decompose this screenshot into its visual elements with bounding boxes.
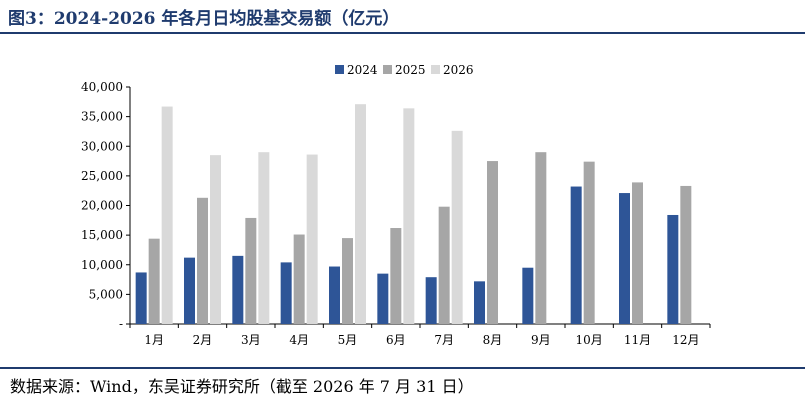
y-tick-label: 35,000	[81, 110, 123, 124]
bar-2025-10月	[583, 161, 595, 324]
x-tick-label: 3月	[241, 333, 261, 347]
x-tick-label: 8月	[483, 333, 503, 347]
bar-2024-11月	[619, 193, 630, 324]
bar-2024-1月	[135, 272, 147, 324]
y-tick-label: 5,000	[89, 287, 123, 301]
bar-2025-11月	[632, 182, 643, 324]
x-tick-label: 5月	[338, 333, 358, 347]
bar-2025-9月	[535, 152, 547, 324]
x-tick-label: 1月	[144, 333, 164, 347]
legend-swatch-2026	[431, 65, 440, 74]
bar-2025-4月	[293, 234, 305, 324]
bar-2025-6月	[390, 228, 402, 324]
bar-2024-4月	[280, 262, 292, 324]
x-tick-label: 12月	[672, 333, 699, 347]
legend-label-2025: 2025	[395, 63, 426, 77]
bar-2026-3月	[258, 152, 270, 324]
legend-label-2024: 2024	[347, 63, 378, 77]
bar-2024-2月	[184, 257, 195, 324]
bar-2025-1月	[148, 238, 160, 324]
y-tick-label: 40,000	[81, 80, 123, 94]
figure-title: 图3：2024-2026 年各月日均股基交易额（亿元）	[8, 9, 400, 29]
bar-2024-12月	[667, 214, 679, 324]
bar-2024-10月	[570, 186, 582, 324]
bar-2026-6月	[403, 108, 415, 324]
bar-2024-8月	[474, 281, 485, 324]
bar-2026-5月	[355, 104, 366, 325]
y-tick-label: 25,000	[81, 169, 123, 183]
x-tick-label: 9月	[531, 333, 551, 347]
bar-2025-12月	[680, 185, 692, 324]
bar-2025-2月	[197, 197, 208, 324]
x-tick-label: 11月	[624, 333, 651, 347]
legend-label-2026: 2026	[443, 63, 474, 77]
bar-2024-6月	[377, 273, 389, 324]
bar-2025-8月	[487, 161, 498, 324]
bar-2024-7月	[425, 277, 437, 324]
bar-2025-5月	[342, 238, 353, 324]
y-tick-label: -	[119, 317, 123, 331]
bar-2026-2月	[210, 155, 221, 324]
x-tick-label: 2月	[193, 333, 213, 347]
x-tick-label: 7月	[434, 333, 454, 347]
x-tick-label: 4月	[289, 333, 309, 347]
bar-2026-7月	[451, 130, 463, 324]
bar-2024-9月	[522, 267, 534, 324]
y-tick-label: 10,000	[81, 258, 123, 272]
y-tick-label: 20,000	[81, 199, 123, 213]
bar-2026-1月	[161, 106, 173, 325]
y-tick-label: 30,000	[81, 139, 123, 153]
bar-2025-3月	[245, 217, 257, 324]
bar-2024-3月	[232, 255, 244, 324]
footer-divider	[0, 367, 805, 369]
source-note: 数据来源：Wind，东吴证券研究所（截至 2026 年 7 月 31 日）	[10, 377, 474, 396]
y-tick-label: 15,000	[81, 228, 123, 242]
x-tick-label: 6月	[386, 333, 406, 347]
title-divider	[0, 32, 805, 34]
bar-2024-5月	[329, 266, 340, 324]
x-tick-label: 10月	[576, 333, 603, 347]
bar-2025-7月	[438, 206, 450, 324]
legend-swatch-2024	[335, 65, 344, 74]
legend-swatch-2025	[383, 65, 392, 74]
bar-2026-4月	[306, 154, 318, 324]
bar-chart: - 5,000 10,000 15,000 20,000 25,000 30,000 35,0…	[81, 63, 711, 347]
